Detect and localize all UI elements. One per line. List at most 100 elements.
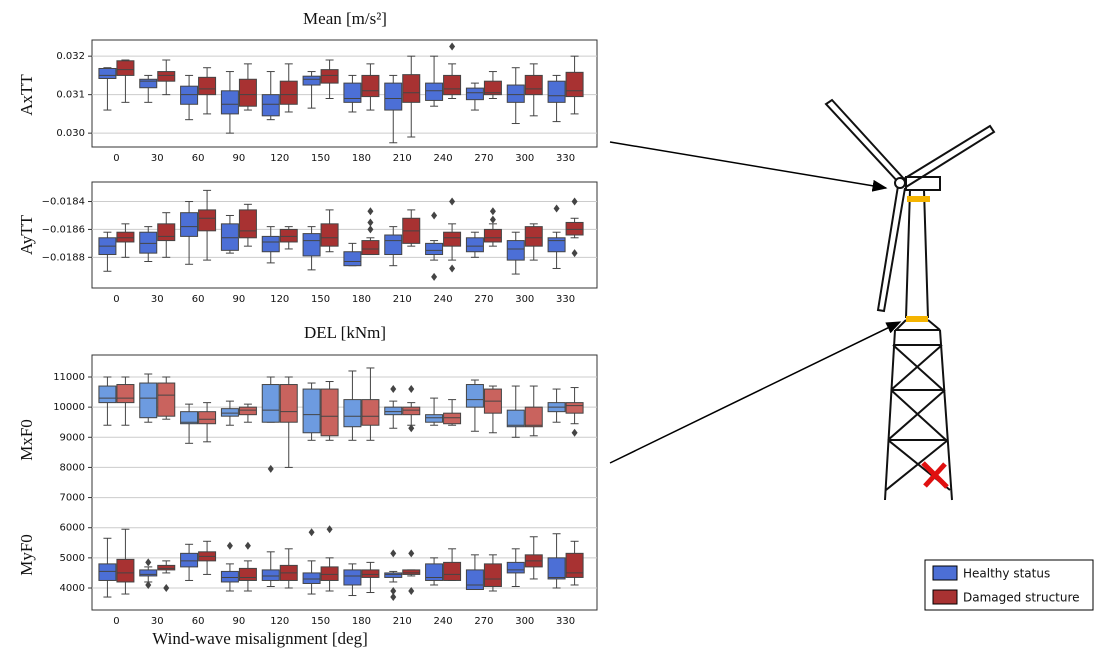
hub [894,177,906,189]
outlier [390,593,397,602]
box [384,572,403,578]
box [524,74,543,96]
blade [901,124,996,188]
sensor [907,196,930,202]
box [506,409,525,428]
outlier [390,587,397,596]
x-tick-label: 30 [151,153,164,164]
box [261,94,280,117]
box [198,411,217,425]
y-tick-label: 9000 [60,432,85,443]
box [116,384,135,404]
x-tick-label: 30 [151,294,164,305]
x-tick-label: 210 [393,153,412,164]
outlier [449,264,456,273]
x-tick-label: 180 [352,153,371,164]
outlier [145,580,152,589]
x-tick-label: 330 [556,616,575,627]
x-tick-label: 90 [233,294,246,305]
x-tick-label: 270 [474,153,493,164]
box [261,569,280,581]
box [220,570,239,583]
box [465,237,484,253]
box [261,384,280,423]
x-tick-label: 150 [311,616,330,627]
x-tick-label: 120 [270,616,289,627]
x-tick-label: 300 [515,153,534,164]
box [402,569,421,575]
box [343,82,362,103]
box [402,406,421,416]
x-tick-label: 240 [434,616,453,627]
panel-title: DEL [kNm] [304,323,386,342]
box [180,552,199,568]
y-axis-label: AyTT [17,214,36,255]
panel-title: Mean [m/s²] [303,9,387,28]
box [425,563,444,581]
y-tick-label: 5000 [60,553,85,564]
x-tick-label: 120 [270,294,289,305]
box [506,240,525,261]
legend-label: Damaged structure [963,591,1080,605]
box [238,78,257,107]
box [465,384,484,408]
box [139,569,158,577]
box [139,78,158,89]
box [220,90,239,115]
box [180,411,199,425]
y-tick-label: −0.0186 [42,224,85,235]
outlier [163,583,170,592]
box [384,406,403,416]
x-tick-label: 300 [515,616,534,627]
y-axis-label: AxTT [17,74,36,116]
y-tick-label: 4000 [60,583,85,594]
turbine [824,98,996,501]
box [402,74,421,103]
box [465,569,484,591]
outlier [308,528,315,537]
arrow [609,141,888,192]
y-tick-label: 8000 [60,462,85,473]
box [524,406,543,428]
outlier [367,207,374,216]
jacket [884,319,953,501]
outlier [489,207,496,216]
x-tick-label: 60 [192,153,205,164]
x-tick-label: 270 [474,616,493,627]
outlier [390,385,397,394]
blade [824,98,906,184]
box [483,228,502,243]
x-tick-label: 0 [113,294,119,305]
box [361,74,380,98]
box [465,87,484,101]
box [547,557,566,580]
box [565,221,584,236]
box [279,80,298,105]
legend: Healthy status Damaged structure [924,559,1094,611]
outlier [571,428,578,437]
outlier [326,525,333,534]
x-tick-label: 210 [393,294,412,305]
box [198,209,217,232]
x-tick-label: 120 [270,153,289,164]
x-tick-label: 330 [556,153,575,164]
box [157,564,176,571]
box [238,406,257,416]
y-axis-label: MxF0 [17,419,36,461]
x-axis-label: Wind-wave misalignment [deg] [152,629,368,648]
damage-mark [921,461,949,489]
box [506,561,525,574]
outlier [571,249,578,258]
box [198,76,217,96]
box [261,235,280,253]
plot-frame [91,181,598,289]
x-tick-label: 210 [393,616,412,627]
outlier [145,558,152,567]
outlier [408,549,415,558]
box [506,84,525,103]
tower [905,189,929,319]
box [361,399,380,426]
box [238,567,257,581]
